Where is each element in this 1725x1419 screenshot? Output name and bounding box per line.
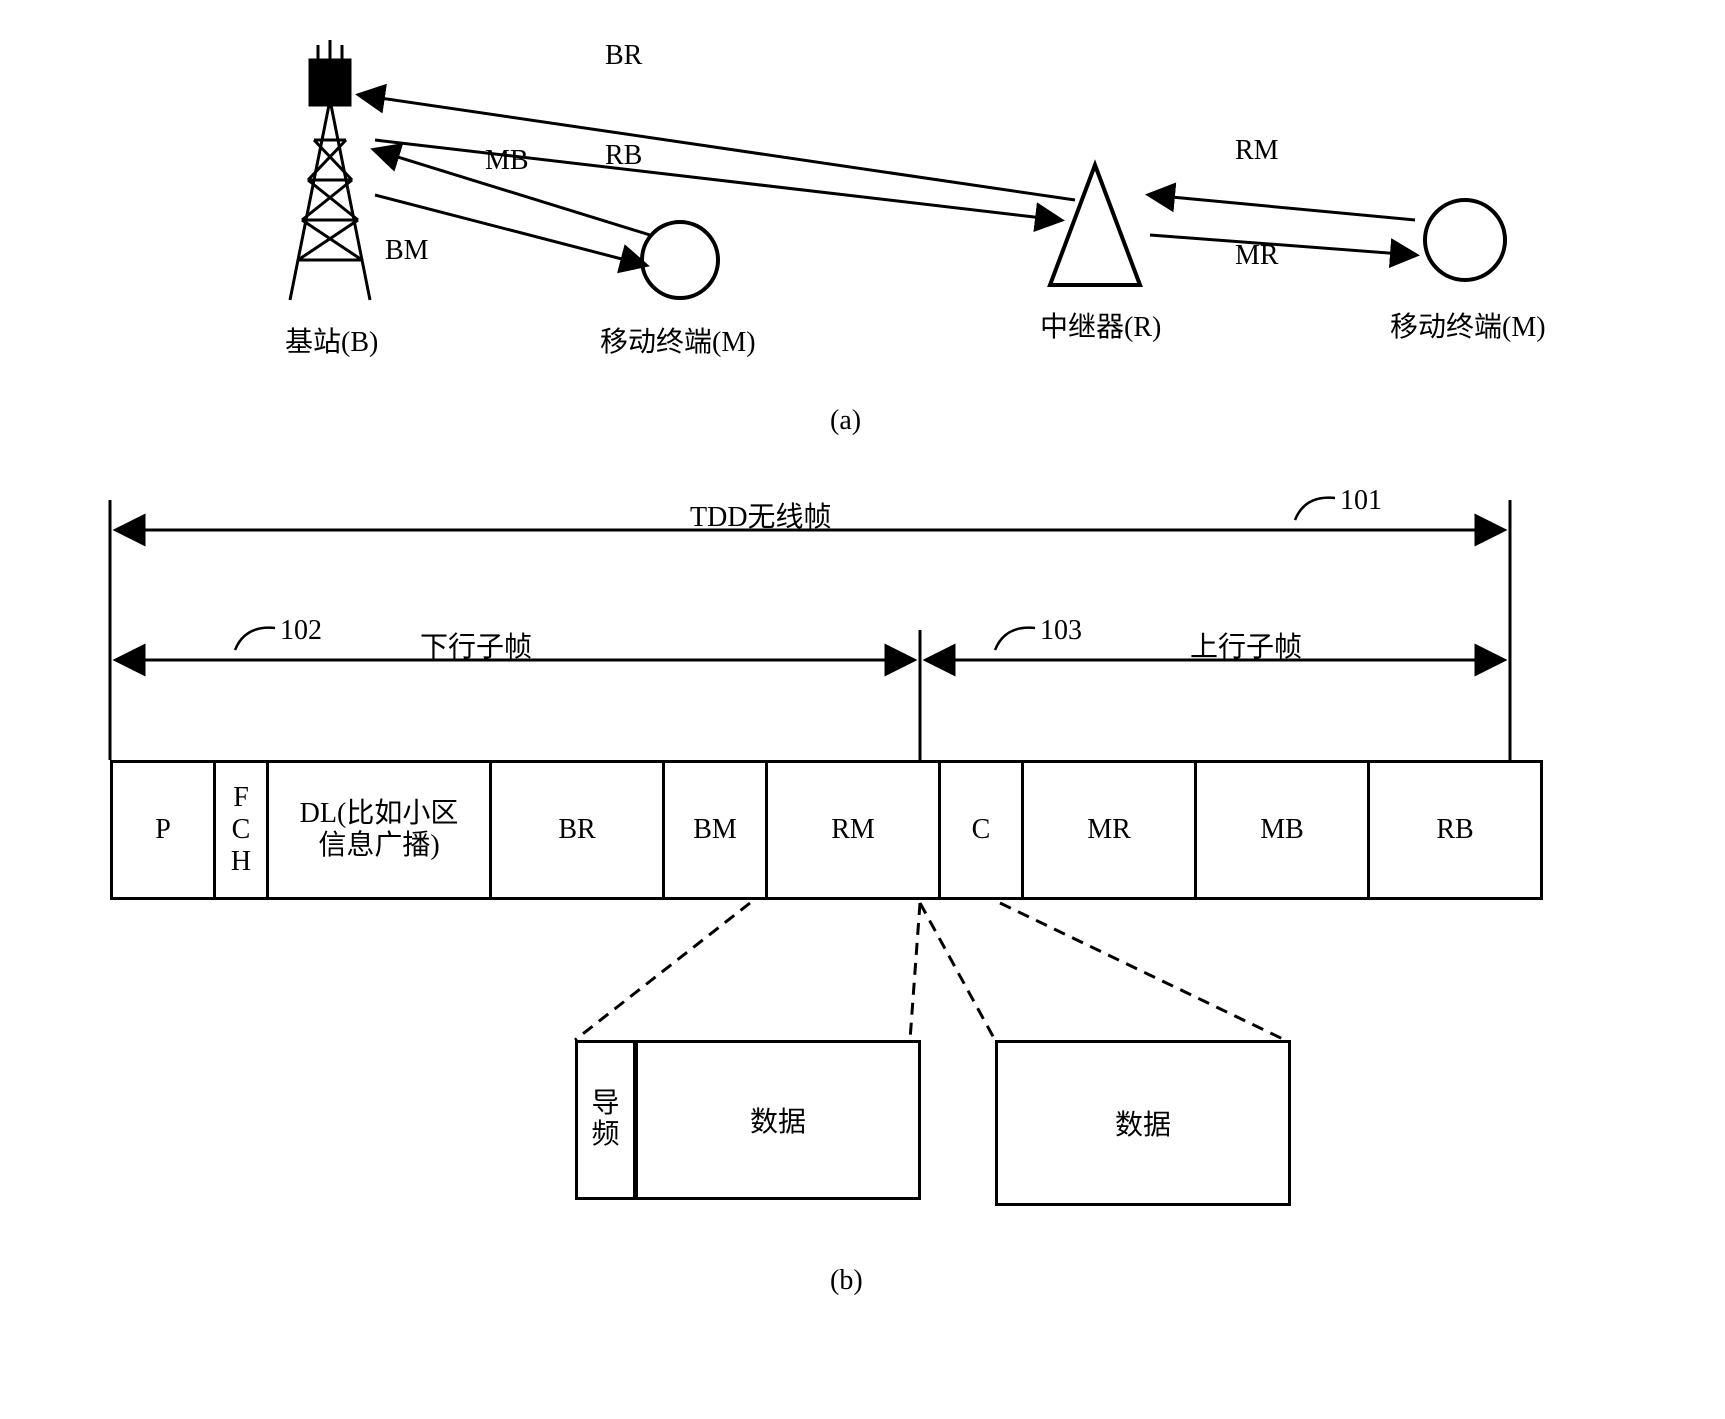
tdd-frame-label: TDD无线帧 (690, 495, 832, 535)
frame-cell: BM (665, 760, 768, 900)
detail-rm: 导 频 数据 (575, 1040, 921, 1200)
c-data-cell: 数据 (1115, 1103, 1171, 1143)
pilot-cell: 导 频 (575, 1040, 638, 1200)
uplink-label: 上行子帧 (1190, 625, 1302, 665)
frame-cell: MR (1024, 760, 1197, 900)
ref-102: 102 (280, 615, 322, 647)
frame-cell: BR (492, 760, 665, 900)
frame-row: PF C HDL(比如小区 信息广播)BRBMRMCMRMBRB (110, 760, 1543, 900)
ref-101: 101 (1340, 485, 1382, 517)
downlink-label: 下行子帧 (420, 625, 532, 665)
detail-c: 数据 (995, 1040, 1291, 1206)
ref-103: 103 (1040, 615, 1082, 647)
frame-cell: P (110, 760, 216, 900)
diagram-canvas: BR RB MB BM RM MR 基站(B) 移动终端(M) 中继器(R) 移… (40, 40, 1685, 1379)
rm-data-cell: 数据 (638, 1040, 921, 1200)
frame-cell: C (941, 760, 1024, 900)
frame-cell: DL(比如小区 信息广播) (269, 760, 492, 900)
caption-b: (b) (830, 1265, 863, 1297)
frame-cell: RB (1370, 760, 1543, 900)
frame-cell: RM (768, 760, 941, 900)
frame-cell: MB (1197, 760, 1370, 900)
frame-cell: F C H (216, 760, 269, 900)
